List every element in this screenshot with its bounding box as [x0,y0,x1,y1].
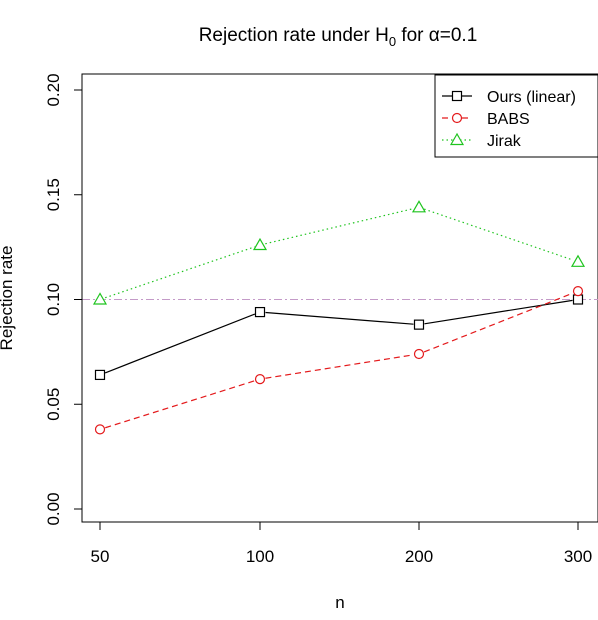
y-axis: 0.00 0.05 0.10 0.15 0.20 [44,73,83,526]
series-line-segment [265,208,414,245]
series-line-segment [105,246,255,299]
data-point [570,254,586,267]
data-point [92,292,108,305]
series-line-segment [265,354,414,379]
series-line-segment [104,313,256,374]
series-ours-linear [94,294,584,381]
data-point [254,306,266,318]
x-tick-label: 100 [246,547,274,566]
series-line-segment [423,292,574,353]
series-line-segment [105,380,255,429]
x-axis: 50 100 200 300 [91,521,592,566]
x-axis-label: n [335,593,344,612]
series-babs [94,286,584,435]
y-tick-label: 0.10 [44,283,63,316]
x-tick-label: 200 [405,547,433,566]
chart-title-main: Rejection rate under H [199,25,389,46]
chart-title-suffix: for α=0.1 [396,25,477,46]
data-point [94,424,106,435]
y-axis-label: Rejection rate [0,246,16,351]
legend-label: Jirak [487,133,522,150]
chart-title: Rejection rate under H0 for α=0.1 [199,25,478,49]
data-point [252,237,268,251]
series-line-segment [265,311,414,325]
series-line-segment [424,208,573,261]
legend-marker [449,132,465,146]
y-tick-label: 0.05 [44,388,63,421]
y-tick-label: 0.15 [44,178,63,211]
y-tick-label: 0.20 [44,73,63,106]
legend-label: Ours (linear) [487,89,576,106]
legend-marker [451,90,463,102]
x-tick-label: 300 [564,547,592,566]
data-point [413,348,425,360]
series-jirak [92,200,586,305]
series-line-segment [424,299,573,325]
data-point [572,294,584,305]
legend-label: BABS [487,111,530,128]
y-tick-label: 0.00 [44,492,63,525]
data-point [94,369,106,381]
data-point [413,319,425,330]
data-point [572,286,584,297]
legend-marker [451,112,463,124]
series-layer [92,200,586,435]
x-tick-label: 50 [91,547,110,566]
legend: Ours (linear) BABS Jirak [434,74,598,158]
data-point [254,374,266,385]
chart-title-subscript: 0 [389,34,396,49]
data-point [411,200,427,213]
